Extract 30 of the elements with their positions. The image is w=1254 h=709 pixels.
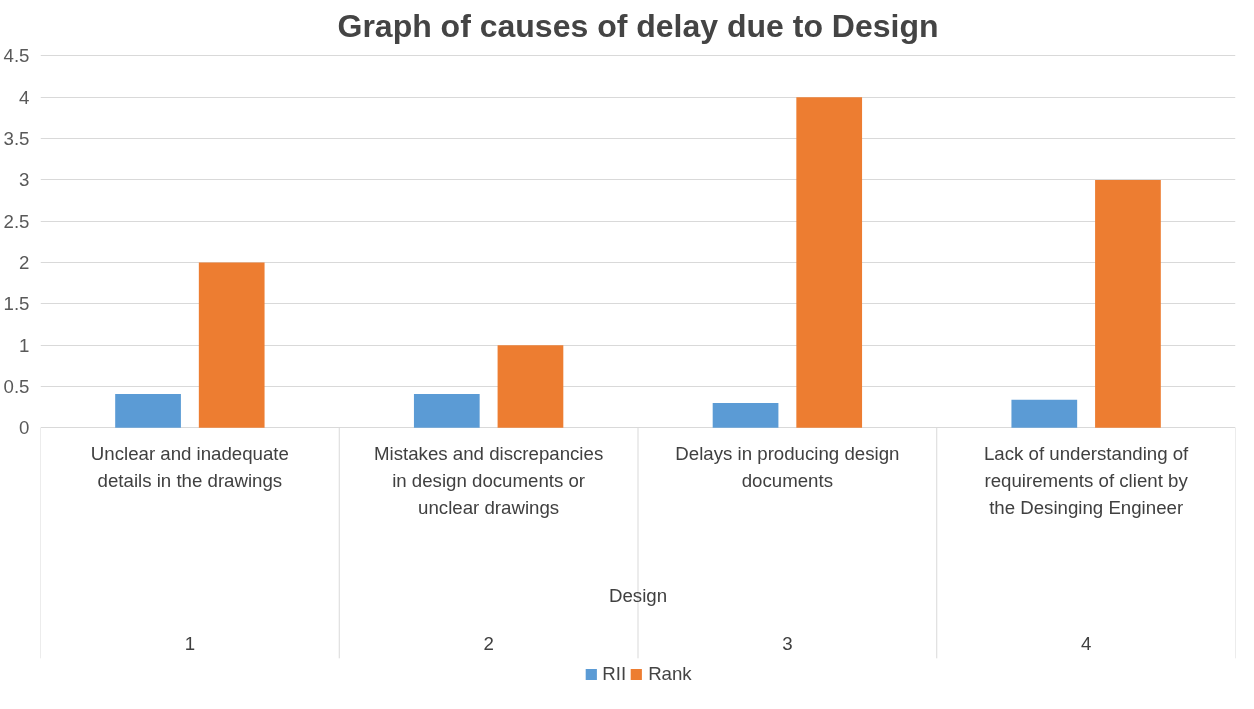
bar <box>796 97 863 428</box>
legend-label: RII <box>602 663 627 685</box>
text: 4 <box>1080 632 1092 654</box>
legend-label: Rank <box>648 663 692 685</box>
y-tick-label: 2 <box>19 252 30 274</box>
bar <box>198 262 265 428</box>
y-tick-label: 0 <box>19 417 30 439</box>
text: 2 <box>483 632 494 654</box>
y-tick-label: 3.5 <box>3 128 30 150</box>
x-tick-label: Lack of understanding of requirements of client by the Desinging Engineer <box>983 442 1190 519</box>
bar <box>712 402 779 428</box>
bar <box>1095 179 1161 428</box>
bar <box>497 345 564 428</box>
bar <box>115 393 181 428</box>
y-tick-label: 4.5 <box>3 45 30 67</box>
bar <box>1011 399 1078 428</box>
text: Design <box>608 584 668 606</box>
y-tick-label: 1.5 <box>3 293 30 315</box>
text: 1 <box>184 632 196 654</box>
chart-title: Graph of causes of delay due to Design <box>337 7 939 44</box>
y-tick-label: 2.5 <box>3 210 30 232</box>
y-tick-label: 0.5 <box>3 375 30 397</box>
x-tick-label: Mistakes and discrepancies in design documents or unclear drawings <box>374 442 604 519</box>
y-tick-label: 4 <box>19 86 30 108</box>
bar <box>413 393 480 428</box>
text: 3 <box>782 632 793 654</box>
y-tick-label: 3 <box>19 169 30 191</box>
x-tick-label: Delays in producing design documents <box>675 442 900 491</box>
y-tick-label: 1 <box>19 334 30 356</box>
x-tick-label: Unclear and inadequate details in the drawings <box>90 442 289 491</box>
